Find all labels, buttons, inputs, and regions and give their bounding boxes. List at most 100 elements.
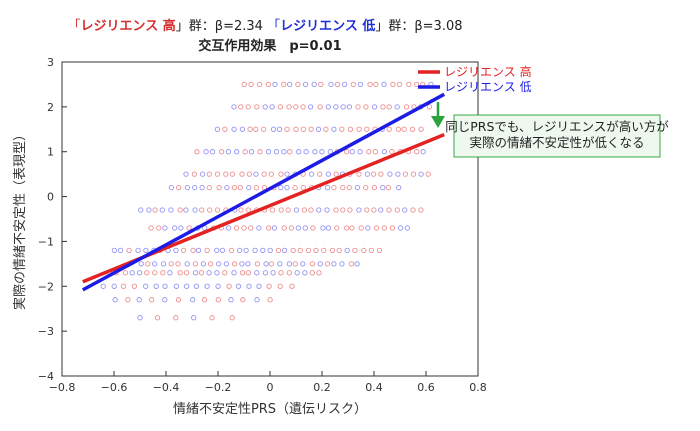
scatter-point bbox=[241, 81, 247, 88]
scatter-point bbox=[340, 104, 346, 110]
scatter-point bbox=[234, 149, 240, 155]
scatter-point bbox=[256, 81, 263, 88]
scatter-point bbox=[344, 247, 350, 254]
title-part: レジリエンス 高 bbox=[81, 18, 176, 34]
y-axis-label: 実際の情緒不安定性（表現型） bbox=[12, 128, 28, 310]
scatter-point bbox=[173, 283, 180, 289]
chart-title-group: 「レジリエンス 高」群：β=2.34 「レジリエンス 低」群：β=3.08 bbox=[67, 18, 462, 34]
scatter-point bbox=[302, 225, 308, 231]
scatter-point bbox=[354, 261, 360, 267]
scatter-point bbox=[236, 247, 243, 254]
scatter-point bbox=[378, 171, 384, 177]
scatter-point bbox=[183, 207, 189, 213]
x-tick-label: −0.2 bbox=[205, 381, 232, 394]
scatter-point bbox=[270, 126, 277, 132]
scatter-point bbox=[192, 270, 199, 276]
scatter-point bbox=[247, 126, 253, 132]
scatter-point bbox=[344, 149, 350, 155]
scatter-point bbox=[253, 126, 259, 132]
annotation-arrowhead bbox=[431, 116, 445, 128]
scatter-point bbox=[171, 225, 178, 231]
scatter-point bbox=[223, 171, 229, 177]
scatter-point bbox=[192, 207, 198, 213]
scatter-point bbox=[286, 270, 292, 276]
scatter-point bbox=[331, 126, 337, 132]
scatter-point bbox=[192, 261, 199, 267]
scatter-point bbox=[209, 315, 215, 321]
scatter-point bbox=[173, 315, 179, 321]
scatter-point bbox=[317, 171, 323, 177]
scatter-point bbox=[365, 225, 371, 231]
scatter-point bbox=[241, 225, 247, 231]
x-tick-label: −0.4 bbox=[153, 381, 180, 394]
scatter-point bbox=[334, 225, 340, 231]
scatter-point bbox=[381, 225, 388, 231]
scatter-point bbox=[368, 247, 375, 254]
scatter-point bbox=[300, 261, 306, 267]
scatter-point bbox=[111, 247, 118, 254]
scatter-point bbox=[402, 171, 409, 177]
scatter-point bbox=[256, 225, 262, 231]
scatter-point bbox=[323, 126, 329, 132]
scatter-point bbox=[381, 149, 388, 155]
scatter-point bbox=[159, 207, 165, 213]
scatter-point bbox=[347, 126, 354, 132]
scatter-point bbox=[315, 126, 322, 132]
scatter-point bbox=[356, 171, 362, 177]
chart-title: 「レジリエンス 高」群：β=2.34 「レジリエンス 低」群：β=3.08 bbox=[67, 18, 462, 34]
x-tick-label: −0.8 bbox=[49, 381, 76, 394]
y-tick-label: 1 bbox=[47, 146, 54, 159]
scatter-point bbox=[340, 184, 346, 191]
scatter-point bbox=[199, 207, 205, 213]
scatter-point bbox=[380, 104, 386, 110]
scatter-point bbox=[222, 270, 228, 276]
scatter-point bbox=[203, 149, 209, 155]
scatter-point bbox=[154, 315, 161, 321]
scatter-point bbox=[190, 297, 196, 303]
scatter-point bbox=[199, 184, 205, 191]
scatter-point bbox=[209, 149, 216, 155]
scatter-point bbox=[367, 81, 373, 88]
scatter-point bbox=[231, 261, 238, 267]
scatter-point bbox=[206, 270, 212, 276]
scatter-point bbox=[265, 149, 272, 155]
y-tick-label: 3 bbox=[47, 56, 54, 69]
scatter-point bbox=[395, 126, 402, 132]
scatter-point bbox=[357, 81, 364, 88]
scatter-point bbox=[175, 261, 181, 267]
scatter-point bbox=[348, 261, 355, 267]
scatter-point bbox=[387, 171, 393, 177]
scatter-point bbox=[324, 207, 330, 213]
scatter-point bbox=[395, 171, 401, 177]
scatter-point bbox=[308, 126, 314, 132]
scatter-point bbox=[325, 104, 332, 110]
scatter-point bbox=[294, 270, 300, 276]
scatter-point bbox=[281, 149, 287, 155]
scatter-point bbox=[308, 207, 314, 213]
scatter-point bbox=[364, 126, 370, 132]
scatter-point bbox=[394, 207, 400, 213]
scatter-point bbox=[168, 261, 174, 267]
scatter-point bbox=[292, 184, 298, 191]
scatter-point bbox=[192, 184, 198, 191]
scatter-point bbox=[248, 149, 255, 155]
scatter-point bbox=[413, 81, 420, 88]
scatter-point bbox=[214, 171, 221, 177]
scatter-point bbox=[216, 184, 222, 191]
scatter-point bbox=[248, 225, 254, 231]
scatter-point bbox=[261, 171, 267, 177]
scatter-point bbox=[253, 171, 259, 177]
scatter-point bbox=[229, 315, 235, 321]
scatter-point bbox=[354, 184, 361, 191]
scatter-point bbox=[223, 261, 230, 267]
scatter-point bbox=[267, 247, 273, 254]
scatter-point bbox=[295, 81, 301, 88]
scatter-point bbox=[233, 225, 240, 231]
scatter-point bbox=[167, 270, 173, 276]
scatter-point bbox=[347, 207, 353, 213]
x-tick-label: 0.2 bbox=[313, 381, 331, 394]
scatter-point bbox=[260, 126, 267, 132]
scatter-point bbox=[277, 283, 283, 289]
scatter-point bbox=[131, 283, 137, 289]
scatter-point bbox=[328, 81, 334, 88]
